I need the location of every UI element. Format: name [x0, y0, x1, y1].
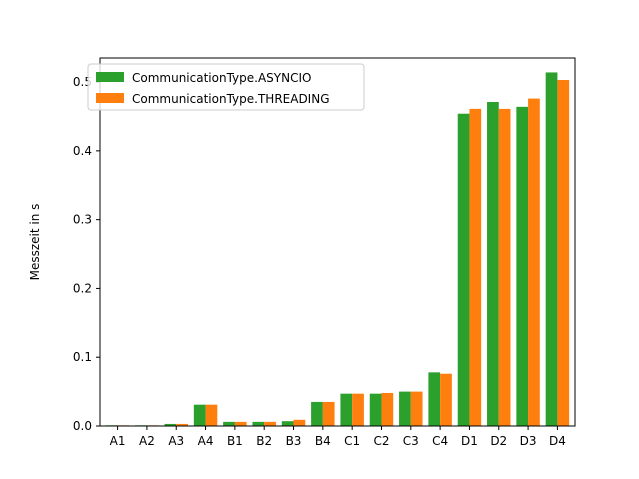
- legend-swatch-threading: [96, 93, 124, 103]
- y-tick-label: 0.5: [73, 75, 92, 89]
- plot-frame: [99, 57, 576, 427]
- x-tick-label: C4: [432, 434, 448, 448]
- bar-threading-d3: [528, 98, 540, 426]
- y-tick-label: 0.3: [73, 213, 92, 227]
- x-tick-label: B3: [286, 434, 302, 448]
- x-tick-label: D2: [490, 434, 507, 448]
- bar-asyncio-b1: [223, 421, 235, 426]
- bar-threading-c1: [352, 393, 364, 426]
- bar-asyncio-c3: [399, 391, 411, 426]
- bar-asyncio-d3: [516, 106, 529, 426]
- y-tick-label: 0.0: [73, 419, 92, 433]
- x-tick-label: D3: [520, 434, 537, 448]
- bar-threading-d4: [557, 80, 570, 426]
- bar-asyncio-b3: [281, 421, 294, 426]
- bar-threading-b2: [264, 421, 276, 426]
- bar-threading-b4: [322, 401, 335, 426]
- bar-asyncio-c2: [369, 393, 382, 426]
- x-axis-ticks: A1 A2 A3 A4 B1 B2 B3 B4 C1 C2 C3 C4 D1 D2 D3 D4: [110, 426, 566, 448]
- x-tick-label: B2: [256, 434, 272, 448]
- bar-threading-c2: [381, 392, 394, 426]
- x-tick-label: C2: [373, 434, 389, 448]
- bar-asyncio-c1: [340, 393, 353, 426]
- bar-threading-c4: [440, 373, 452, 426]
- x-tick-label: A4: [198, 434, 214, 448]
- bar-asyncio-d1: [457, 113, 470, 426]
- x-tick-label: B1: [227, 434, 243, 448]
- legend-label-threading: CommunicationType.THREADING: [132, 92, 330, 106]
- legend-box: [87, 63, 365, 111]
- y-axis-ticks: 0.0 0.1 0.2 0.3 0.4 0.5: [73, 75, 100, 433]
- bar-threading-d1: [469, 108, 482, 427]
- bar-threading-c3: [410, 391, 423, 426]
- y-axis-label: Messzeit in s: [28, 204, 42, 281]
- x-tick-label: D4: [549, 434, 566, 448]
- bar-asyncio-c4: [428, 372, 441, 426]
- bars-group: [105, 72, 570, 427]
- x-tick-label: D1: [461, 434, 478, 448]
- bar-asyncio-b4: [311, 401, 323, 426]
- y-tick-label: 0.2: [73, 281, 92, 295]
- bar-threading-b3: [293, 419, 306, 426]
- bar-threading-a4: [205, 404, 218, 426]
- bar-threading-a3: [176, 423, 188, 426]
- y-tick-label: 0.4: [73, 144, 92, 158]
- x-tick-label: B4: [315, 434, 331, 448]
- legend-label-asyncio: CommunicationType.ASYNCIO: [132, 71, 311, 85]
- bar-asyncio-d2: [487, 102, 499, 427]
- x-tick-label: C3: [403, 434, 419, 448]
- legend-swatch-asyncio: [96, 72, 124, 82]
- bar-asyncio-a4: [193, 404, 206, 426]
- x-tick-label: A1: [110, 434, 126, 448]
- bar-asyncio-b2: [252, 421, 265, 426]
- bar-threading-d2: [498, 108, 511, 427]
- x-tick-label: A2: [139, 434, 155, 448]
- x-tick-label: C1: [344, 434, 360, 448]
- bar-asyncio-a3: [164, 423, 177, 426]
- bar-threading-b1: [234, 421, 247, 426]
- y-tick-label: 0.1: [73, 350, 92, 364]
- bar-asyncio-d4: [545, 72, 558, 426]
- legend: CommunicationType.ASYNCIO CommunicationTy…: [87, 63, 365, 111]
- x-tick-label: A3: [168, 434, 184, 448]
